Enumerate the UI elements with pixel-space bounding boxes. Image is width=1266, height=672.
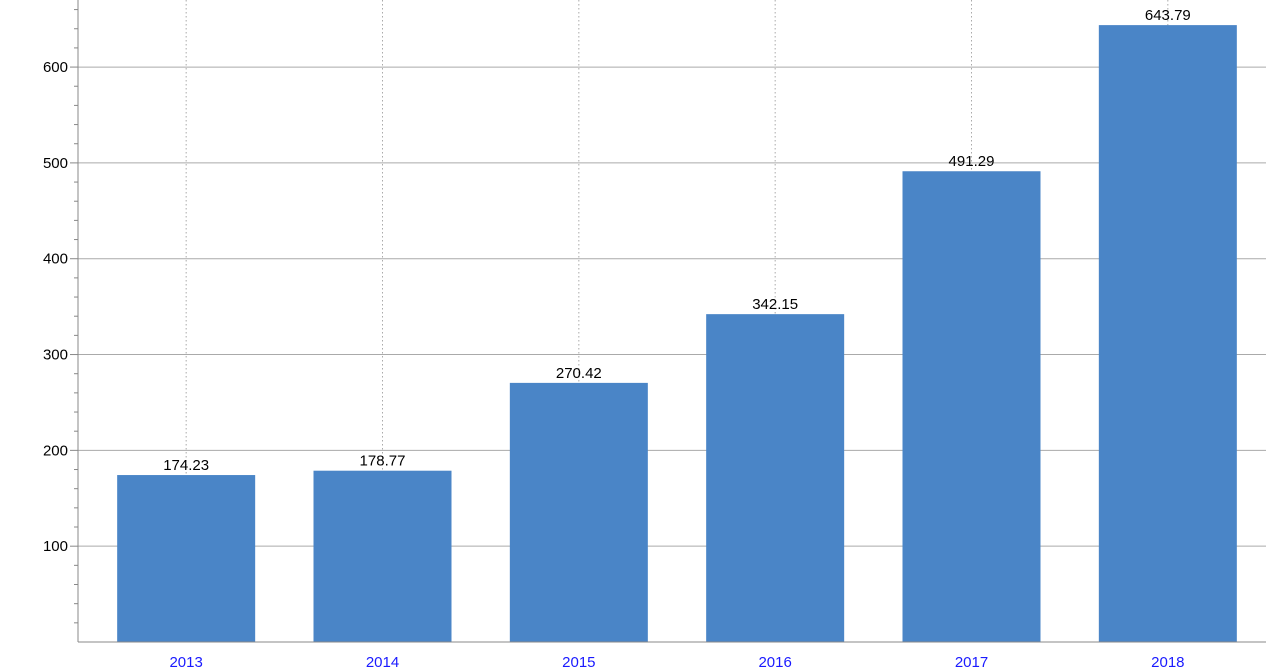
data-label: 270.42	[556, 365, 602, 382]
x-tick-label: 2016	[758, 654, 791, 671]
y-tick-label: 600	[43, 59, 68, 76]
x-tick-label: 2015	[562, 654, 595, 671]
x-tick-label: 2013	[169, 654, 202, 671]
data-label: 643.79	[1145, 7, 1191, 24]
bar	[509, 382, 648, 642]
axis-layer	[70, 0, 1266, 643]
label-layer: 100 200 300 400 500 600 174.23 178.77 270.42 342.…	[43, 7, 1191, 671]
bar-layer	[117, 25, 1237, 642]
bar	[117, 475, 256, 642]
y-tick-label: 500	[43, 155, 68, 172]
bar	[902, 171, 1041, 642]
y-tick-label: 300	[43, 347, 68, 364]
y-tick-label: 100	[43, 538, 68, 555]
grid-layer	[78, 0, 1266, 642]
data-label: 174.23	[163, 457, 209, 474]
data-label: 178.77	[360, 453, 406, 470]
x-tick-label: 2017	[955, 654, 988, 671]
x-tick-label: 2018	[1151, 654, 1184, 671]
data-label: 491.29	[949, 153, 995, 170]
y-tick-label: 400	[43, 251, 68, 268]
x-tick-label: 2014	[366, 654, 399, 671]
bar	[706, 314, 845, 642]
bar	[313, 470, 452, 642]
bar	[1098, 25, 1237, 642]
y-tick-label: 200	[43, 442, 68, 459]
data-label: 342.15	[752, 296, 798, 313]
